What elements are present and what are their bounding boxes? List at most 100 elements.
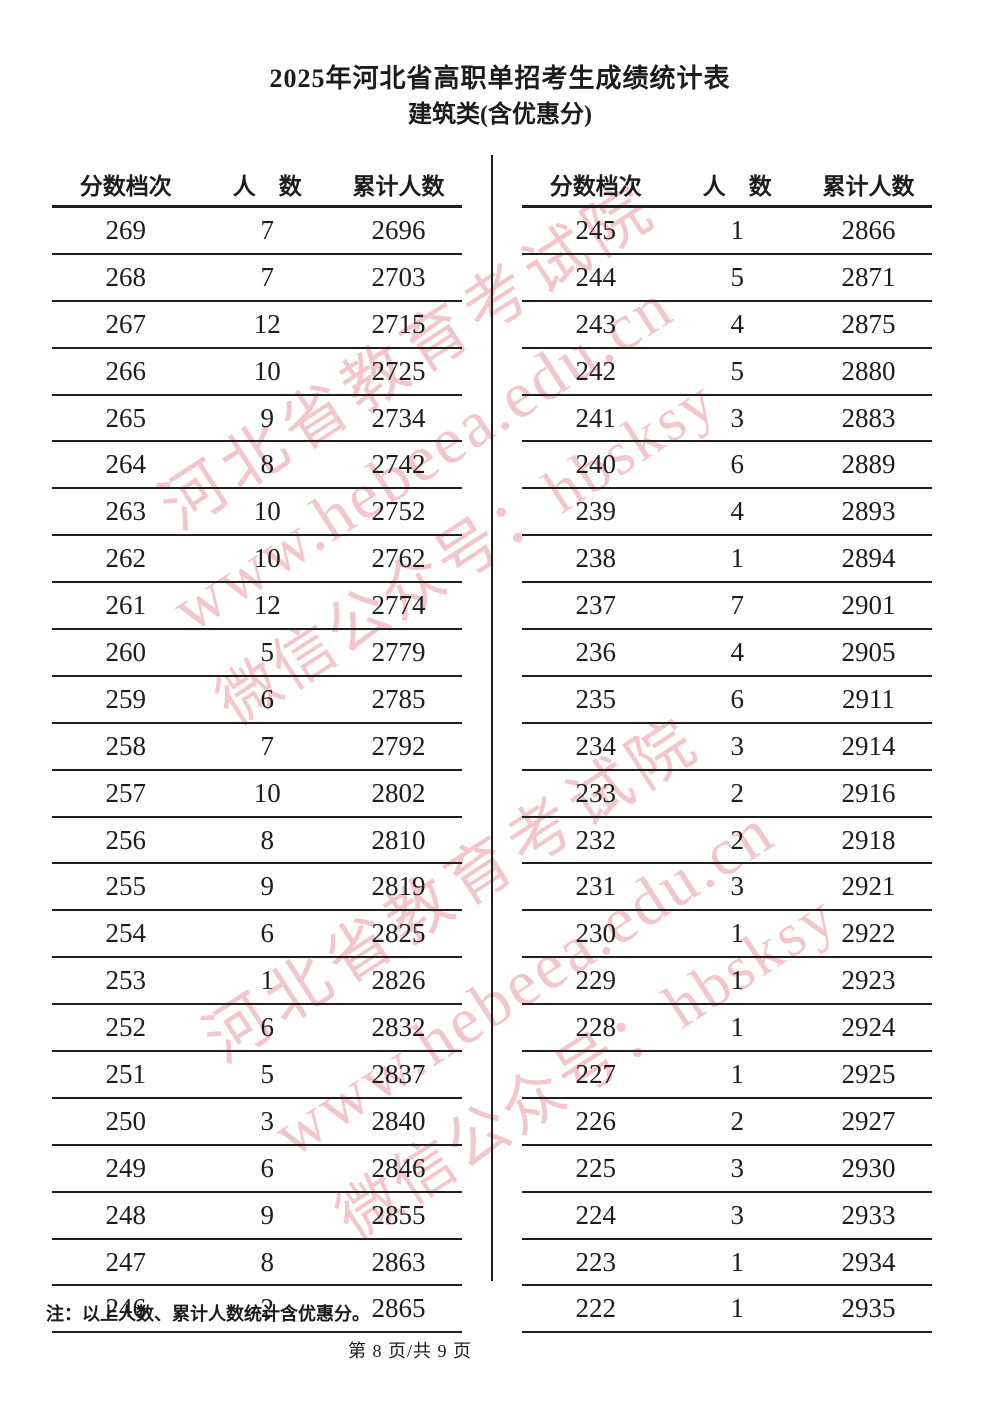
cell-count: 6 bbox=[199, 910, 335, 959]
cell-score-level: 242 bbox=[522, 347, 670, 396]
cell-count: 10 bbox=[199, 347, 335, 396]
header-row: 分数档次人 数累计人数 bbox=[52, 163, 462, 208]
cell-count: 5 bbox=[199, 1051, 335, 1099]
cell-count: 2 bbox=[669, 1097, 805, 1146]
cell-cumulative: 2925 bbox=[804, 1051, 932, 1099]
cell-cumulative: 2810 bbox=[334, 816, 462, 865]
cell-score-level: 253 bbox=[52, 957, 200, 1006]
cell-cumulative: 2855 bbox=[334, 1191, 462, 1240]
cell-cumulative: 2922 bbox=[804, 910, 932, 959]
table-divider bbox=[491, 155, 493, 1281]
cell-count: 10 bbox=[199, 769, 335, 818]
table-row: 229 1 2923 bbox=[522, 957, 932, 1006]
cell-score-level: 269 bbox=[52, 206, 200, 255]
tables-area: 分数档次人 数累计人数 269 7 2696 268 7 2703 267 12 2715 266… bbox=[52, 155, 932, 1334]
cell-count: 6 bbox=[669, 441, 805, 490]
cell-count: 1 bbox=[669, 535, 805, 584]
cell-count: 1 bbox=[199, 957, 335, 1006]
cell-score-level: 233 bbox=[522, 769, 670, 818]
table-row: 268 7 2703 bbox=[52, 253, 462, 302]
table-row: 261 12 2774 bbox=[52, 582, 462, 631]
cell-count: 6 bbox=[199, 1004, 335, 1053]
table-row: 231 3 2921 bbox=[522, 863, 932, 912]
cell-count: 7 bbox=[669, 582, 805, 631]
table-row: 242 5 2880 bbox=[522, 347, 932, 396]
column-header: 人 数 bbox=[199, 163, 335, 208]
table-row: 243 4 2875 bbox=[522, 300, 932, 349]
table-row: 227 1 2925 bbox=[522, 1051, 932, 1099]
table-row: 260 5 2779 bbox=[52, 629, 462, 677]
cell-cumulative: 2742 bbox=[334, 441, 462, 490]
table-row: 255 9 2819 bbox=[52, 863, 462, 912]
cell-cumulative: 2871 bbox=[804, 253, 932, 302]
cell-cumulative: 2914 bbox=[804, 722, 932, 771]
cell-score-level: 226 bbox=[522, 1097, 670, 1146]
cell-cumulative: 2927 bbox=[804, 1097, 932, 1146]
table-row: 228 1 2924 bbox=[522, 1004, 932, 1053]
score-table-left: 分数档次人 数累计人数 269 7 2696 268 7 2703 267 12 2715 266… bbox=[52, 163, 462, 1334]
table-row: 224 3 2933 bbox=[522, 1191, 932, 1240]
table-row: 246 2 2865 bbox=[52, 1285, 462, 1334]
table-row: 226 2 2927 bbox=[522, 1097, 932, 1146]
cell-cumulative: 2865 bbox=[334, 1285, 462, 1334]
cell-cumulative: 2923 bbox=[804, 957, 932, 1006]
cell-cumulative: 2752 bbox=[334, 488, 462, 537]
cell-count: 6 bbox=[199, 675, 335, 724]
table-row: 234 3 2914 bbox=[522, 722, 932, 771]
cell-score-level: 243 bbox=[522, 300, 670, 349]
cell-score-level: 256 bbox=[52, 816, 200, 865]
cell-score-level: 254 bbox=[52, 910, 200, 959]
table-row: 238 1 2894 bbox=[522, 535, 932, 584]
page-subtitle: 建筑类(含优惠分) bbox=[408, 102, 592, 128]
cell-score-level: 251 bbox=[52, 1051, 200, 1099]
cell-cumulative: 2774 bbox=[334, 582, 462, 631]
table-row: 248 9 2855 bbox=[52, 1191, 462, 1240]
cell-cumulative: 2863 bbox=[334, 1238, 462, 1287]
cell-cumulative: 2933 bbox=[804, 1191, 932, 1240]
header-row: 分数档次人 数累计人数 bbox=[522, 163, 932, 208]
cell-score-level: 265 bbox=[52, 394, 200, 443]
cell-cumulative: 2785 bbox=[334, 675, 462, 724]
table-row: 237 7 2901 bbox=[522, 582, 932, 631]
cell-cumulative: 2762 bbox=[334, 535, 462, 584]
cell-score-level: 259 bbox=[52, 675, 200, 724]
cell-count: 1 bbox=[669, 1238, 805, 1287]
cell-count: 1 bbox=[669, 1051, 805, 1099]
cell-score-level: 244 bbox=[522, 253, 670, 302]
cell-score-level: 267 bbox=[52, 300, 200, 349]
cell-count: 3 bbox=[669, 1191, 805, 1240]
table-row: 251 5 2837 bbox=[52, 1051, 462, 1099]
table-row: 265 9 2734 bbox=[52, 394, 462, 443]
table-row: 247 8 2863 bbox=[52, 1238, 462, 1287]
cell-score-level: 240 bbox=[522, 441, 670, 490]
cell-count: 7 bbox=[199, 253, 335, 302]
table-row: 262 10 2762 bbox=[52, 535, 462, 584]
table-row: 222 1 2935 bbox=[522, 1285, 932, 1334]
cell-score-level: 229 bbox=[522, 957, 670, 1006]
cell-score-level: 263 bbox=[52, 488, 200, 537]
cell-count: 3 bbox=[669, 394, 805, 443]
cell-cumulative: 2866 bbox=[804, 206, 932, 255]
cell-score-level: 234 bbox=[522, 722, 670, 771]
table-row: 258 7 2792 bbox=[52, 722, 462, 771]
cell-score-level: 239 bbox=[522, 488, 670, 537]
cell-count: 5 bbox=[669, 253, 805, 302]
cell-score-level: 258 bbox=[52, 722, 200, 771]
table-row: 230 1 2922 bbox=[522, 910, 932, 959]
cell-cumulative: 2935 bbox=[804, 1285, 932, 1334]
table-row: 233 2 2916 bbox=[522, 769, 932, 818]
cell-count: 3 bbox=[669, 863, 805, 912]
table-row: 269 7 2696 bbox=[52, 206, 462, 255]
cell-count: 8 bbox=[199, 1238, 335, 1287]
cell-cumulative: 2883 bbox=[804, 394, 932, 443]
cell-score-level: 246 bbox=[52, 1285, 200, 1334]
cell-count: 7 bbox=[199, 722, 335, 771]
cell-count: 6 bbox=[199, 1144, 335, 1193]
table-row: 252 6 2832 bbox=[52, 1004, 462, 1053]
column-header: 人 数 bbox=[669, 163, 805, 208]
cell-count: 6 bbox=[669, 675, 805, 724]
cell-score-level: 223 bbox=[522, 1238, 670, 1287]
cell-score-level: 238 bbox=[522, 535, 670, 584]
footnote: 注：以上人数、累计人数统计含优惠分。 bbox=[46, 1304, 370, 1324]
cell-count: 8 bbox=[199, 816, 335, 865]
